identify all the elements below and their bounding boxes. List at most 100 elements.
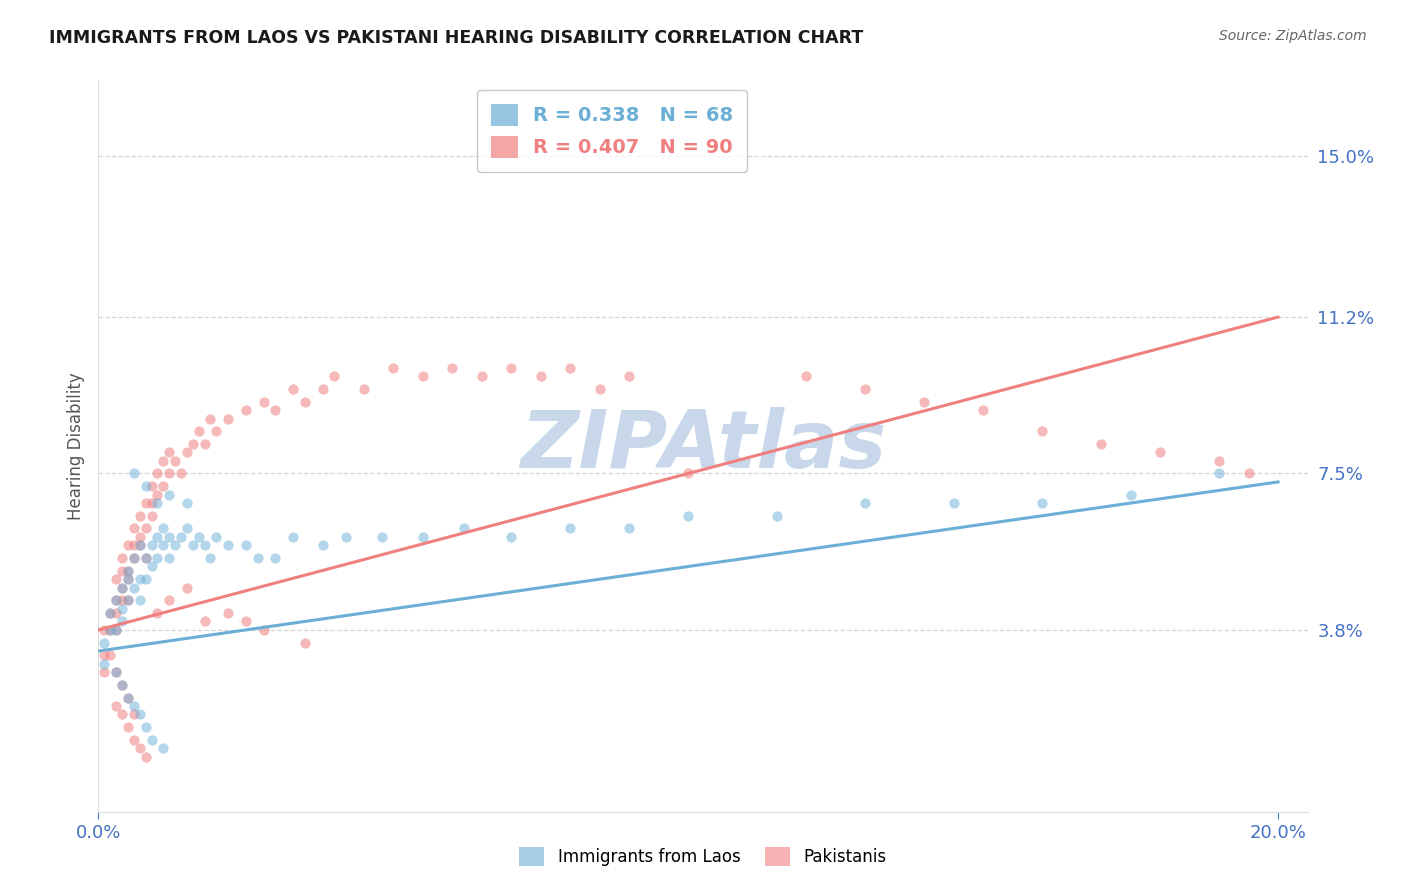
Point [157,593,180,607]
Point [530,369,553,384]
Y-axis label: Hearing Disability: Hearing Disability [66,372,84,520]
Point [194,615,217,629]
Point [353,382,375,396]
Point [117,593,139,607]
Point [105,623,128,637]
Point [117,564,139,578]
Point [146,488,169,502]
Point [105,606,128,620]
Point [135,551,157,566]
Point [141,559,163,574]
Point [217,606,239,620]
Point [170,467,193,481]
Point [1119,488,1142,502]
Point [146,606,169,620]
Point [176,581,198,595]
Point [117,572,139,586]
Point [170,530,193,544]
Point [117,690,139,705]
Point [246,551,269,566]
Point [217,538,239,552]
Point [117,572,139,586]
Point [560,360,582,375]
Point [111,551,134,566]
Point [122,707,145,722]
Point [589,382,612,396]
Point [111,601,134,615]
Point [1208,467,1230,481]
Point [111,581,134,595]
Point [111,678,134,692]
Point [281,530,304,544]
Point [122,551,145,566]
Point [146,496,169,510]
Point [122,581,145,595]
Point [1208,454,1230,468]
Point [135,521,157,535]
Point [252,394,274,409]
Point [122,699,145,714]
Point [117,593,139,607]
Point [942,496,965,510]
Point [122,732,145,747]
Point [135,551,157,566]
Point [105,593,128,607]
Point [122,551,145,566]
Point [135,720,157,734]
Point [128,593,150,607]
Point [111,615,134,629]
Point [152,538,174,552]
Point [98,606,121,620]
Point [453,521,475,535]
Point [1031,424,1053,438]
Point [93,665,115,680]
Point [152,454,174,468]
Point [111,581,134,595]
Point [135,479,157,493]
Point [111,564,134,578]
Point [128,538,150,552]
Point [146,530,169,544]
Point [471,369,494,384]
Point [128,538,150,552]
Point [111,707,134,722]
Point [252,623,274,637]
Point [93,657,115,671]
Point [187,530,209,544]
Point [152,479,174,493]
Legend: Immigrants from Laos, Pakistanis: Immigrants from Laos, Pakistanis [513,840,893,873]
Point [281,382,304,396]
Point [146,467,169,481]
Point [194,437,217,451]
Point [105,623,128,637]
Point [235,538,257,552]
Point [501,530,523,544]
Point [264,403,287,417]
Text: IMMIGRANTS FROM LAOS VS PAKISTANI HEARING DISABILITY CORRELATION CHART: IMMIGRANTS FROM LAOS VS PAKISTANI HEARIN… [49,29,863,47]
Point [412,369,434,384]
Point [235,403,257,417]
Point [135,496,157,510]
Point [294,394,316,409]
Point [117,720,139,734]
Point [194,538,217,552]
Point [323,369,346,384]
Point [157,551,180,566]
Point [141,538,163,552]
Point [187,424,209,438]
Point [165,538,187,552]
Point [122,538,145,552]
Point [122,521,145,535]
Point [105,699,128,714]
Point [205,530,228,544]
Point [501,360,523,375]
Text: ZIPAtlas: ZIPAtlas [520,407,886,485]
Point [1237,467,1260,481]
Point [93,635,115,649]
Point [128,741,150,756]
Point [128,530,150,544]
Point [141,496,163,510]
Point [181,538,204,552]
Point [176,496,198,510]
Point [1031,496,1053,510]
